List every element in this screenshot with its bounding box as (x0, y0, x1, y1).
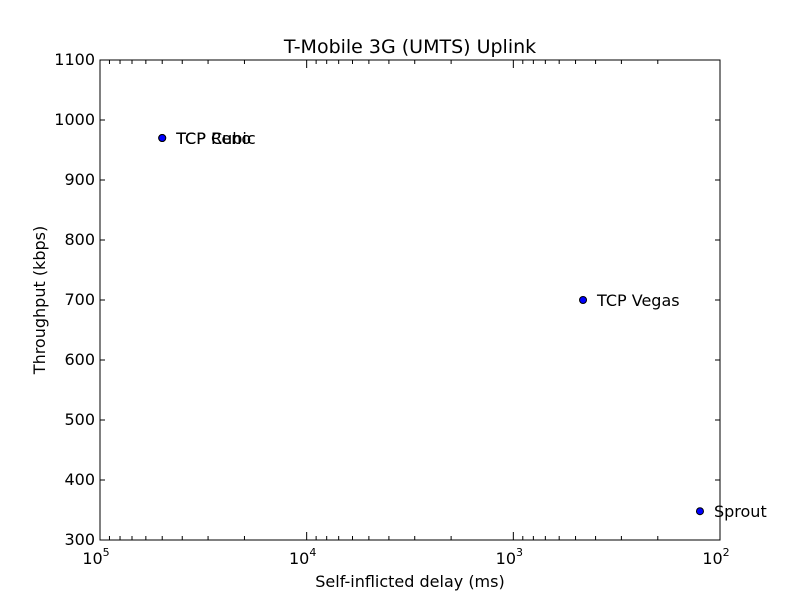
y-tick-label: 800 (64, 230, 95, 249)
data-point-label: Sprout (714, 502, 767, 521)
y-tick-label: 700 (64, 290, 95, 309)
data-point (158, 134, 167, 142)
y-tick-label: 900 (64, 170, 95, 189)
x-axis-label: Self-inflicted delay (ms) (315, 572, 504, 591)
x-tick-label: 105 (82, 546, 109, 568)
ticks-layer: 300 400 500 600 700 800 900 1000 1100 105 104 103 10… (54, 50, 729, 568)
data-point-label: TCP Vegas (596, 291, 680, 310)
data-point (695, 507, 704, 516)
y-tick-label: 1100 (54, 50, 95, 69)
x-tick-label: 102 (702, 546, 729, 568)
y-axis-label: Throughput (kbps) (30, 226, 49, 375)
y-tick-label: 500 (64, 410, 95, 429)
y-tick-label: 1000 (54, 110, 95, 129)
plot-area-frame (99, 59, 721, 541)
y-tick-label: 300 (64, 530, 95, 549)
chart-title: T-Mobile 3G (UMTS) Uplink (283, 36, 536, 58)
data-point (579, 296, 588, 304)
data-point-label: TCP Cubic (175, 129, 255, 148)
data-point-label: TCP Reno (175, 129, 251, 148)
x-tick-label: 104 (289, 546, 316, 568)
y-tick-label: 600 (64, 350, 95, 369)
x-tick-label: 103 (496, 546, 523, 568)
y-tick-label: 400 (64, 470, 95, 489)
